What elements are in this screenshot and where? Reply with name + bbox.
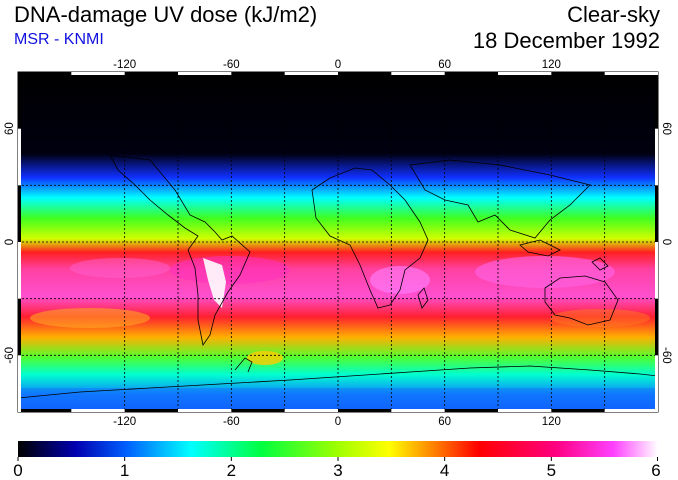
lon-tick-top: 0: [335, 59, 341, 71]
coastlines: [18, 154, 658, 399]
colorbar-label: 4: [440, 461, 449, 480]
lat-tick-left: 60: [4, 122, 16, 135]
colorbar-label: 6: [651, 461, 660, 480]
colorbar-label: 0: [13, 461, 22, 480]
lon-tick-bottom: 60: [438, 416, 451, 428]
colorbar-label: 1: [120, 461, 129, 480]
map-title: DNA-damage UV dose (kJ/m2): [14, 2, 318, 27]
lat-tick-right: -60: [660, 347, 672, 364]
lat-tick-right: 60: [660, 122, 672, 135]
lon-tick-top: -60: [223, 59, 240, 71]
lon-tick-top: 120: [542, 59, 561, 71]
lat-tick-left: 0: [4, 239, 16, 245]
colorbar-ticks: [17, 457, 658, 461]
map-date: 18 December 1992: [472, 28, 660, 53]
lat-tick-left: -60: [4, 347, 16, 364]
colorbar: [18, 441, 658, 457]
lon-tick-bottom: -120: [113, 416, 136, 428]
lon-tick-top: 60: [438, 59, 451, 71]
sky-condition: Clear-sky: [567, 2, 660, 27]
graticule: [18, 72, 658, 412]
lon-tick-top: -120: [113, 59, 136, 71]
map-frame: [18, 72, 658, 412]
colorbar-label: 2: [227, 461, 236, 480]
colorbar-label: 5: [547, 461, 556, 480]
lon-tick-bottom: 0: [335, 416, 341, 428]
lon-tick-bottom: 120: [542, 416, 561, 428]
andes-high-dose: [203, 258, 226, 308]
lon-tick-bottom: -60: [223, 416, 240, 428]
map-source: MSR - KNMI: [14, 31, 104, 48]
colorbar-label: 3: [333, 461, 342, 480]
lat-tick-right: 0: [660, 239, 672, 245]
